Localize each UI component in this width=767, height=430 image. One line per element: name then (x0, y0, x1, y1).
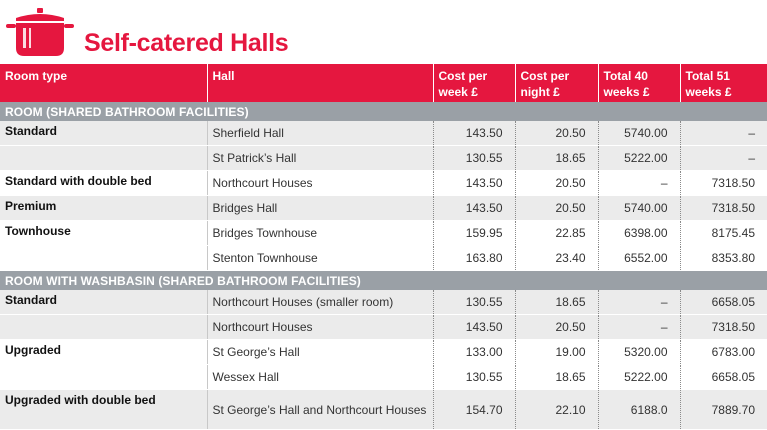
cost-night-cell: 19.00 (514, 339, 598, 365)
cost-night-cell: 22.10 (514, 389, 598, 430)
table-row: Stenton Townhouse 163.80 23.40 6552.00 8353.… (0, 245, 767, 271)
total-51-cell: 8353.80 (679, 245, 767, 271)
total-40-cell: – (597, 290, 680, 315)
total-40-cell: 6398.00 (597, 220, 680, 246)
col-header-total-51: Total 51 weeks £ (679, 64, 767, 102)
total-51-cell: 8175.45 (679, 220, 767, 246)
cost-week-cell: 159.95 (432, 220, 515, 246)
cost-night-cell: 20.50 (514, 195, 598, 221)
table-row: Standard Northcourt Houses (smaller room)… (0, 290, 767, 315)
total-51-cell: 6658.05 (679, 290, 767, 315)
col-header-hall: Hall (206, 64, 433, 102)
cost-night-cell: 22.85 (514, 220, 598, 246)
total-51-cell: – (679, 121, 767, 146)
hall-cell: Bridges Townhouse (206, 220, 433, 246)
total-40-cell: 5320.00 (597, 339, 680, 365)
cost-night-cell: 20.50 (514, 121, 598, 146)
hall-cell: Bridges Hall (206, 195, 433, 221)
room-type-cell: Standard (0, 121, 207, 146)
total-40-cell: 5222.00 (597, 145, 680, 171)
section-label: ROOM (SHARED BATHROOM FACILITIES) (0, 102, 767, 121)
hall-cell: St Patrick’s Hall (206, 145, 433, 171)
room-type-cell: Premium (0, 195, 207, 221)
cost-week-cell: 163.80 (432, 245, 515, 271)
hall-cell: Stenton Townhouse (206, 245, 433, 271)
total-51-cell: 7318.50 (679, 170, 767, 196)
col-header-room-type: Room type (0, 64, 207, 102)
room-type-cell: Upgraded (0, 339, 207, 365)
room-type-cell (0, 314, 207, 340)
table-row: St Patrick’s Hall 130.55 18.65 5222.00– (0, 145, 767, 171)
hall-cell: St George’s Hall and Northcourt Houses (206, 389, 433, 430)
table-row: Townhouse Bridges Townhouse 159.95 22.85 639… (0, 220, 767, 246)
room-type-cell: Townhouse (0, 220, 207, 246)
total-51-cell: 7318.50 (679, 314, 767, 340)
total-40-cell: – (597, 314, 680, 340)
room-type-cell: Standard with double bed (0, 170, 207, 196)
title-bar: Self-catered Halls (0, 0, 767, 64)
section-label: ROOM WITH WASHBASIN (SHARED BATHROOM FAC… (0, 270, 767, 290)
table-row: Standard Sherfield Hall 143.50 20.50 5740.00… (0, 121, 767, 146)
hall-cell: St George’s Hall (206, 339, 433, 365)
hall-cell: Wessex Hall (206, 364, 433, 390)
cost-week-cell: 133.00 (432, 339, 515, 365)
total-40-cell: 6188.0 (597, 389, 680, 430)
hall-cell: Northcourt Houses (smaller room) (206, 290, 433, 315)
hall-cell: Sherfield Hall (206, 121, 433, 146)
total-51-cell: 6783.00 (679, 339, 767, 365)
cost-night-cell: 18.65 (514, 364, 598, 390)
total-40-cell: 5740.00 (597, 195, 680, 221)
cost-week-cell: 154.70 (432, 389, 515, 430)
cost-night-cell: 23.40 (514, 245, 598, 271)
total-51-cell: 6658.05 (679, 364, 767, 390)
cost-week-cell: 143.50 (432, 170, 515, 196)
cost-week-cell: 130.55 (432, 145, 515, 171)
section-header: ROOM (SHARED BATHROOM FACILITIES) (0, 102, 767, 121)
cost-week-cell: 143.50 (432, 195, 515, 221)
cost-week-cell: 143.50 (432, 121, 515, 146)
cost-week-cell: 143.50 (432, 314, 515, 340)
room-type-cell (0, 145, 207, 171)
table-row: Premium Bridges Hall 143.50 20.50 5740.00 731… (0, 195, 767, 221)
hall-cell: Northcourt Houses (206, 170, 433, 196)
room-type-cell (0, 245, 207, 271)
table-row: Standard with double bed Northcourt House… (0, 170, 767, 196)
room-type-cell (0, 364, 207, 390)
total-51-cell: 7889.70 (679, 389, 767, 430)
room-type-cell: Upgraded with double bed (0, 389, 207, 430)
table-row: Upgraded with double bed St George’s Hall… (0, 389, 767, 430)
total-40-cell: 5740.00 (597, 121, 680, 146)
total-51-cell: – (679, 145, 767, 171)
total-40-cell: 5222.00 (597, 364, 680, 390)
cost-night-cell: 18.65 (514, 290, 598, 315)
header-row: Room type Hall Cost per week £ Cost per … (0, 64, 767, 102)
table-row: Northcourt Houses 143.50 20.50–7318.50 (0, 314, 767, 340)
cost-night-cell: 20.50 (514, 170, 598, 196)
halls-table: Room type Hall Cost per week £ Cost per … (0, 64, 767, 430)
cost-night-cell: 20.50 (514, 314, 598, 340)
col-header-total-40: Total 40 weeks £ (597, 64, 680, 102)
table-row: Upgraded St George’s Hall 133.00 19.00 5320.… (0, 339, 767, 365)
total-51-cell: 7318.50 (679, 195, 767, 221)
total-40-cell: 6552.00 (597, 245, 680, 271)
table-row: Wessex Hall 130.55 18.65 5222.00 6658.05 (0, 364, 767, 390)
hall-cell: Northcourt Houses (206, 314, 433, 340)
page-title: Self-catered Halls (84, 29, 289, 57)
cost-week-cell: 130.55 (432, 290, 515, 315)
col-header-cost-night: Cost per night £ (514, 64, 598, 102)
cost-night-cell: 18.65 (514, 145, 598, 171)
total-40-cell: – (597, 170, 680, 196)
cooking-pot-icon (6, 8, 74, 56)
room-type-cell: Standard (0, 290, 207, 315)
section-header: ROOM WITH WASHBASIN (SHARED BATHROOM FAC… (0, 270, 767, 290)
col-header-cost-week: Cost per week £ (432, 64, 515, 102)
cost-week-cell: 130.55 (432, 364, 515, 390)
